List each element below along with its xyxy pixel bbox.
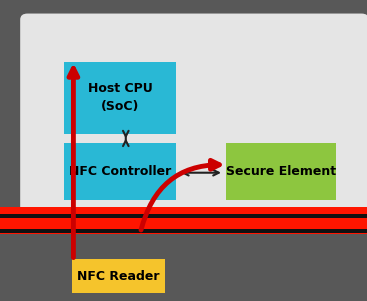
- Text: NFC Controller: NFC Controller: [69, 165, 171, 178]
- Bar: [0, 207, 367, 234]
- Bar: [0, 229, 367, 233]
- FancyBboxPatch shape: [20, 14, 367, 217]
- Text: NFC Reader: NFC Reader: [77, 270, 160, 283]
- Bar: [64, 62, 176, 134]
- Bar: [72, 259, 165, 293]
- Text: Secure Element: Secure Element: [226, 165, 336, 178]
- FancyArrowPatch shape: [141, 160, 219, 230]
- Bar: [64, 143, 176, 200]
- Bar: [226, 143, 336, 200]
- Bar: [0, 214, 367, 218]
- Text: Host CPU
(SoC): Host CPU (SoC): [88, 82, 153, 113]
